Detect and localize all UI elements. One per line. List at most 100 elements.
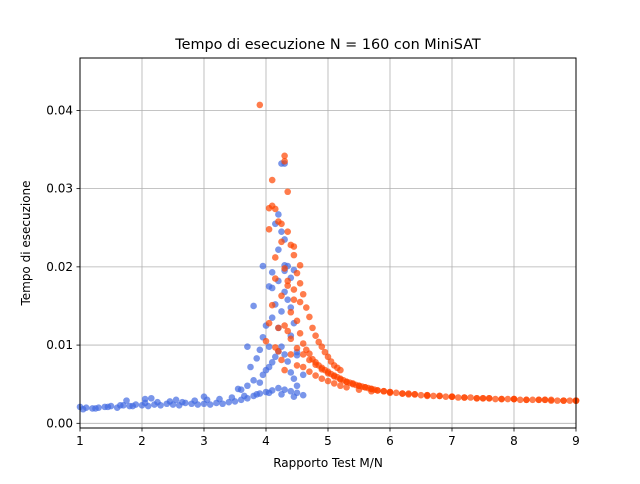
scatter-point [278, 228, 285, 235]
scatter-point [290, 296, 298, 304]
scatter-point [380, 387, 388, 395]
axis-ticks: 1 2 3 4 5 6 7 8 9 0.00 0.01 0.02 0.03 0.04 [46, 103, 580, 448]
scatter-point [166, 398, 174, 405]
scatter-point [290, 393, 298, 401]
scatter-point [275, 211, 282, 218]
scatter-point [318, 343, 326, 350]
scatter-point [278, 356, 285, 364]
scatter-point [281, 386, 288, 393]
scatter-point [309, 324, 316, 332]
x-tick-label: 6 [386, 434, 394, 448]
scatter-point [337, 366, 344, 374]
scatter-point [265, 319, 273, 327]
y-tick-label: 0.02 [46, 260, 73, 274]
scatter-point [200, 393, 208, 401]
scatter-point [275, 246, 282, 253]
scatter-point [312, 361, 319, 368]
scatter-point [272, 353, 279, 361]
scatter-point [293, 269, 301, 277]
scatter-point [225, 398, 233, 406]
scatter-point [374, 387, 381, 394]
x-tick-label: 3 [200, 434, 208, 448]
scatter-point [448, 393, 456, 401]
scatter-point [411, 391, 419, 398]
scatter-point [535, 396, 543, 404]
scatter-point [523, 396, 530, 404]
scatter-point [324, 353, 332, 361]
scatter-point [79, 405, 87, 413]
scatter-point [278, 238, 285, 246]
scatter-point [117, 402, 124, 409]
scatter-point [287, 369, 295, 376]
scatter-point [296, 261, 304, 269]
scatter-point [247, 363, 254, 371]
scatter-point [485, 394, 493, 402]
scatter-point [268, 269, 276, 276]
scatter-point [299, 340, 307, 347]
scatter-point [299, 290, 307, 298]
scatter-point [259, 262, 267, 270]
scatter-point [467, 394, 474, 401]
scatter-point [516, 396, 524, 404]
scatter-point [299, 351, 307, 358]
scatter-point [492, 395, 499, 403]
scatter-point [321, 348, 329, 356]
scatter-point [278, 308, 285, 315]
scatter-point [256, 101, 264, 109]
scatter-point [250, 376, 257, 384]
scatter-point [281, 366, 288, 374]
scatter-point [454, 394, 462, 401]
scatter-point [281, 152, 288, 160]
scatter-point [281, 157, 288, 165]
scatter-point [219, 400, 226, 408]
scatter-point [154, 398, 161, 406]
scatter-point [554, 397, 561, 404]
scatter-point [312, 332, 319, 340]
x-tick-label: 8 [510, 434, 518, 448]
x-axis-label: Rapporto Test M/N [273, 456, 383, 470]
scatter-point [278, 343, 285, 350]
scatter-point [284, 188, 292, 196]
scatter-point [256, 379, 264, 386]
y-tick-label: 0.01 [46, 338, 73, 352]
scatter-point [284, 327, 292, 335]
y-axis-label: Tempo di esecuzione [19, 180, 33, 306]
scatter-point [272, 254, 279, 261]
scatter-point [361, 384, 369, 391]
scatter-point [206, 401, 214, 408]
scatter-point [241, 392, 248, 400]
x-tick-label: 7 [448, 434, 456, 448]
scatter-point [284, 358, 292, 365]
scatter-point [303, 304, 310, 311]
scatter-point [318, 375, 326, 383]
scatter-point [293, 362, 301, 369]
scatter-point [281, 351, 288, 358]
scatter-point [268, 301, 276, 309]
scatter-point [237, 386, 245, 393]
scatter-point [312, 372, 319, 379]
scatter-point [293, 382, 301, 390]
scatter-point [315, 338, 323, 346]
y-tick-label: 0.04 [46, 103, 73, 117]
scatter-point [287, 308, 295, 316]
scatter-point [268, 314, 276, 322]
scatter-point [216, 395, 223, 403]
scatter-point [278, 292, 285, 300]
scatter-point [293, 344, 301, 352]
scatter-point [306, 313, 313, 321]
scatter-point [343, 384, 350, 391]
scatter-point [281, 322, 288, 329]
scatter-point [423, 392, 431, 400]
scatter-point [349, 380, 357, 388]
scatter-point [287, 335, 295, 343]
scatter-point [272, 275, 279, 282]
x-tick-label: 2 [138, 434, 146, 448]
x-tick-label: 4 [262, 434, 270, 448]
scatter-point [296, 298, 304, 306]
scatter-point [253, 355, 260, 362]
scatter-point [104, 403, 112, 411]
scatter-point [560, 397, 567, 404]
scatter-point [141, 395, 149, 403]
